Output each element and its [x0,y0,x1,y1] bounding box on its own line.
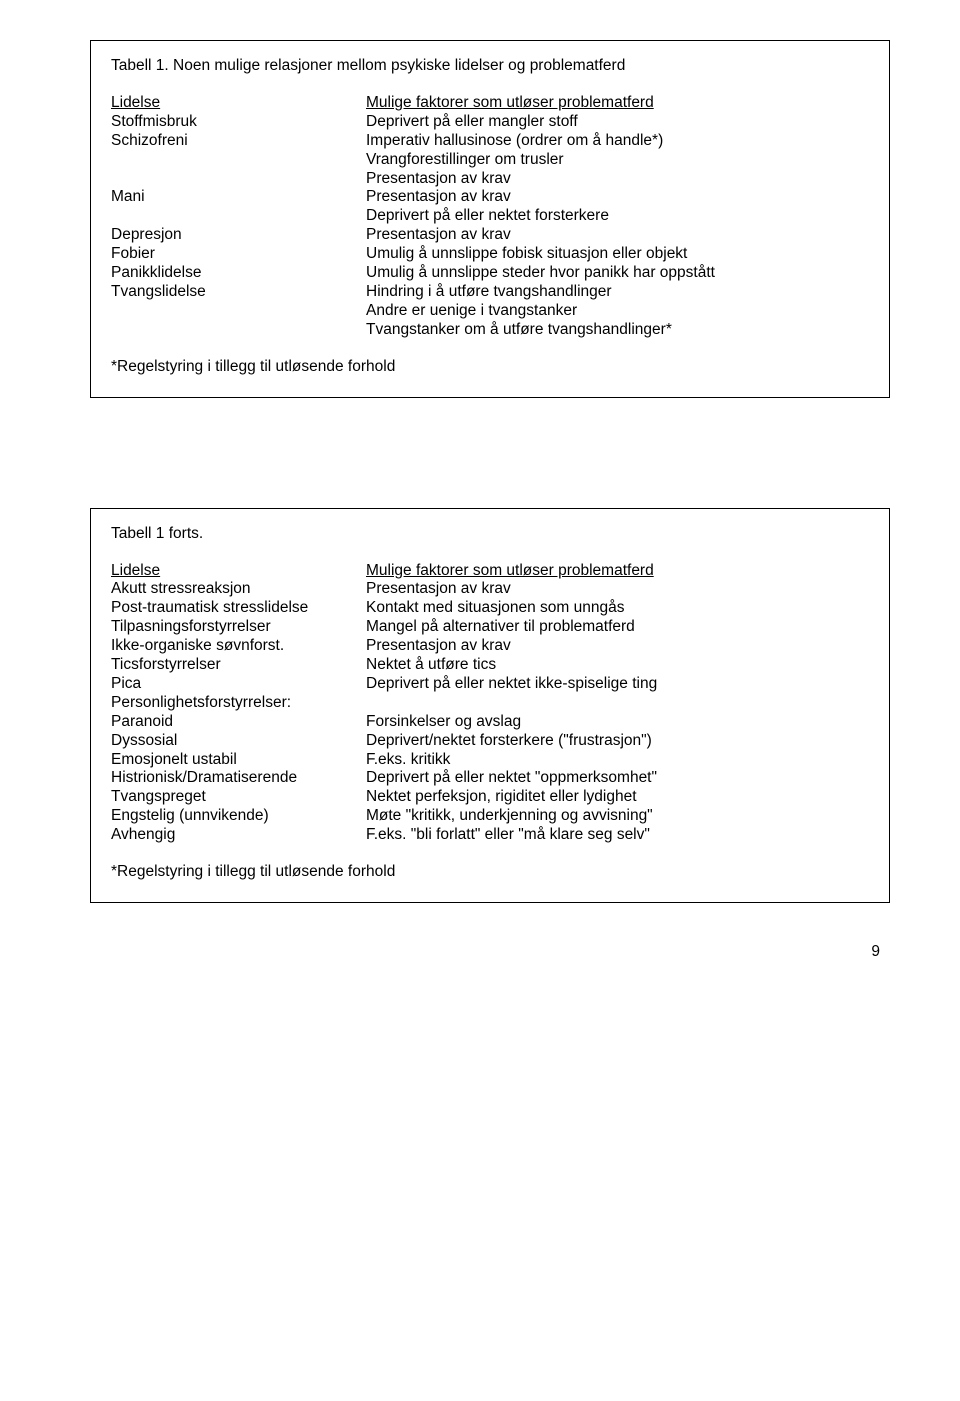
row-left: Akutt stressreaksjon [111,580,366,599]
table-2-footnote: *Regelstyring i tillegg til utløsende fo… [111,863,869,882]
document-page: Tabell 1. Noen mulige relasjoner mellom … [0,0,960,991]
table-row: AvhengigF.eks. "bli forlatt" eller "må k… [111,826,869,845]
row-left: Mani [111,188,366,207]
row-right: F.eks. "bli forlatt" eller "må klare seg… [366,826,869,845]
table-2-title: Tabell 1 forts. [111,525,869,544]
row-left: Engstelig (unnvikende) [111,807,366,826]
row-left [111,151,366,170]
row-left: Personlighetsforstyrrelser: [111,694,366,713]
row-left: Post-traumatisk stresslidelse [111,599,366,618]
table-row: PicaDeprivert på eller nektet ikke-spise… [111,675,869,694]
row-right: Mangel på alternativer til problematferd [366,618,869,637]
table-1-box: Tabell 1. Noen mulige relasjoner mellom … [90,40,890,398]
table-2-rows: Akutt stressreaksjonPresentasjon av krav… [111,580,869,845]
row-right: Deprivert/nektet forsterkere ("frustrasj… [366,732,869,751]
table-1-rows: StoffmisbrukDeprivert på eller mangler s… [111,113,869,340]
row-right: Presentasjon av krav [366,226,869,245]
table-row: TvangslidelseHindring i å utføre tvangsh… [111,283,869,302]
header-left: Lidelse [111,94,366,113]
row-right: Umulig å unnslippe steder hvor panikk ha… [366,264,869,283]
table-row: StoffmisbrukDeprivert på eller mangler s… [111,113,869,132]
row-right: Imperativ hallusinose (ordrer om å handl… [366,132,869,151]
table-row: ManiPresentasjon av krav [111,188,869,207]
table-row: Deprivert på eller nektet forsterkere [111,207,869,226]
header-right: Mulige faktorer som utløser problematfer… [366,562,869,581]
table-1-footnote: *Regelstyring i tillegg til utløsende fo… [111,358,869,377]
row-right: Presentasjon av krav [366,580,869,599]
table-row: SchizofreniImperativ hallusinose (ordrer… [111,132,869,151]
row-left: Tilpasningsforstyrrelser [111,618,366,637]
row-left: Stoffmisbruk [111,113,366,132]
table-2-header: Lidelse Mulige faktorer som utløser prob… [111,562,869,581]
row-left: Schizofreni [111,132,366,151]
page-number: 9 [90,943,890,961]
row-right: Andre er uenige i tvangstanker [366,302,869,321]
table-row: Post-traumatisk stresslidelseKontakt med… [111,599,869,618]
table-2-box: Tabell 1 forts. Lidelse Mulige faktorer … [90,508,890,903]
row-right: Presentasjon av krav [366,188,869,207]
row-left: Panikklidelse [111,264,366,283]
table-row: Akutt stressreaksjonPresentasjon av krav [111,580,869,599]
table-row: Andre er uenige i tvangstanker [111,302,869,321]
row-left: Fobier [111,245,366,264]
row-right: F.eks. kritikk [366,751,869,770]
row-right: Hindring i å utføre tvangshandlinger [366,283,869,302]
table-row: Vrangforestillinger om trusler [111,151,869,170]
table-row: Personlighetsforstyrrelser: [111,694,869,713]
table-row: FobierUmulig å unnslippe fobisk situasjo… [111,245,869,264]
row-left: Emosjonelt ustabil [111,751,366,770]
row-left [111,170,366,189]
row-right: Tvangstanker om å utføre tvangshandlinge… [366,321,869,340]
row-right: Nektet perfeksjon, rigiditet eller lydig… [366,788,869,807]
row-left [111,302,366,321]
table-row: ParanoidForsinkelser og avslag [111,713,869,732]
row-right: Nektet å utføre tics [366,656,869,675]
row-right: Vrangforestillinger om trusler [366,151,869,170]
row-left: Tvangspreget [111,788,366,807]
header-right: Mulige faktorer som utløser problematfer… [366,94,869,113]
table-row: Engstelig (unnvikende)Møte "kritikk, und… [111,807,869,826]
row-right: Deprivert på eller mangler stoff [366,113,869,132]
row-right [366,694,869,713]
table-row: TilpasningsforstyrrelserMangel på altern… [111,618,869,637]
row-left: Ikke-organiske søvnforst. [111,637,366,656]
header-left: Lidelse [111,562,366,581]
row-left: Depresjon [111,226,366,245]
table-row: TicsforstyrrelserNektet å utføre tics [111,656,869,675]
row-left: Histrionisk/Dramatiserende [111,769,366,788]
table-row: Tvangstanker om å utføre tvangshandlinge… [111,321,869,340]
table-row: Ikke-organiske søvnforst.Presentasjon av… [111,637,869,656]
table-row: PanikklidelseUmulig å unnslippe steder h… [111,264,869,283]
row-right: Deprivert på eller nektet "oppmerksomhet… [366,769,869,788]
row-left: Avhengig [111,826,366,845]
row-right: Umulig å unnslippe fobisk situasjon elle… [366,245,869,264]
table-row: DepresjonPresentasjon av krav [111,226,869,245]
row-left: Paranoid [111,713,366,732]
table-1-header: Lidelse Mulige faktorer som utløser prob… [111,94,869,113]
row-right: Kontakt med situasjonen som unngås [366,599,869,618]
row-right: Møte "kritikk, underkjenning og avvisnin… [366,807,869,826]
table-1-title: Tabell 1. Noen mulige relasjoner mellom … [111,57,869,76]
table-row: Emosjonelt ustabilF.eks. kritikk [111,751,869,770]
row-left: Dyssosial [111,732,366,751]
table-row: DyssosialDeprivert/nektet forsterkere ("… [111,732,869,751]
row-right: Presentasjon av krav [366,637,869,656]
row-left: Pica [111,675,366,694]
row-right: Forsinkelser og avslag [366,713,869,732]
table-row: TvangspregetNektet perfeksjon, rigiditet… [111,788,869,807]
row-left [111,321,366,340]
row-left [111,207,366,226]
table-row: Histrionisk/DramatiserendeDeprivert på e… [111,769,869,788]
row-right: Deprivert på eller nektet forsterkere [366,207,869,226]
table-row: Presentasjon av krav [111,170,869,189]
row-left: Ticsforstyrrelser [111,656,366,675]
row-left: Tvangslidelse [111,283,366,302]
row-right: Presentasjon av krav [366,170,869,189]
row-right: Deprivert på eller nektet ikke-spiselige… [366,675,869,694]
